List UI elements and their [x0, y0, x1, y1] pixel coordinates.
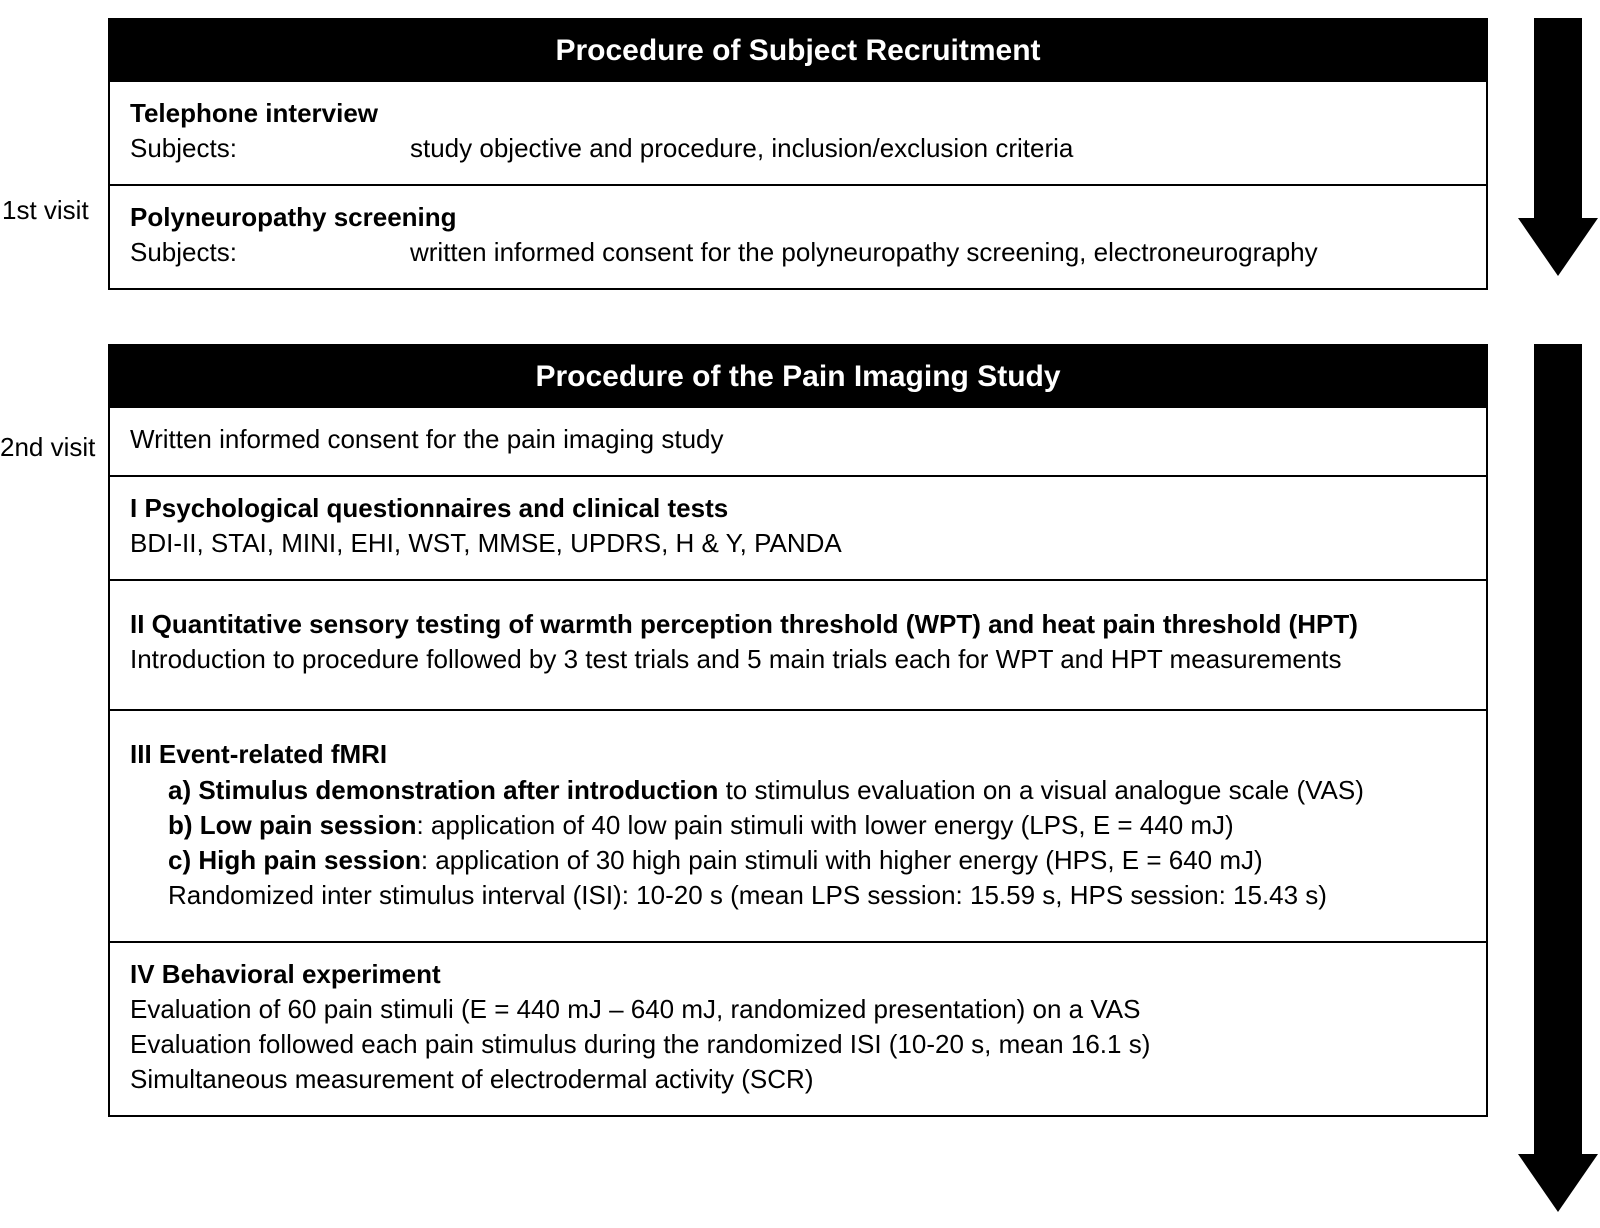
section-recruitment-boxes: Telephone interview Subjects: study obje…: [108, 82, 1488, 290]
box-text-3: Simultaneous measurement of electroderma…: [130, 1062, 1466, 1097]
fmri-c-rest: : application of 30 high pain stimuli wi…: [421, 845, 1263, 875]
box-text: Introduction to procedure followed by 3 …: [130, 642, 1466, 677]
box-heading: IV Behavioral experiment: [130, 957, 1466, 992]
page-root: Procedure of Subject Recruitment Telepho…: [0, 0, 1600, 18]
box-psych-questionnaires: I Psychological questionnaires and clini…: [110, 475, 1486, 579]
box-polyneuropathy-screening: Polyneuropathy screening Subjects: writt…: [110, 184, 1486, 288]
section-pain-imaging: Procedure of the Pain Imaging Study Writ…: [108, 344, 1488, 1117]
fmri-item-a: a) Stimulus demonstration after introduc…: [130, 773, 1466, 808]
arrow-bottom: [1518, 344, 1598, 1212]
fmri-a-rest: to stimulus evaluation on a visual analo…: [718, 775, 1364, 805]
box-heading: Polyneuropathy screening: [130, 200, 1466, 235]
section-pain-imaging-boxes: Written informed consent for the pain im…: [108, 408, 1488, 1117]
section-recruitment-header: Procedure of Subject Recruitment: [108, 18, 1488, 82]
fmri-b-rest: : application of 40 low pain stimuli wit…: [416, 810, 1233, 840]
subjects-value: study objective and procedure, inclusion…: [410, 131, 1466, 166]
box-heading: Telephone interview: [130, 96, 1466, 131]
box-heading: I Psychological questionnaires and clini…: [130, 491, 1466, 526]
subjects-value: written informed consent for the polyneu…: [410, 235, 1466, 270]
box-heading: II Quantitative sensory testing of warmt…: [130, 607, 1466, 642]
box-text: BDI-II, STAI, MINI, EHI, WST, MMSE, UPDR…: [130, 526, 1466, 561]
box-text: Written informed consent for the pain im…: [130, 422, 1466, 457]
section-recruitment: Procedure of Subject Recruitment Telepho…: [108, 18, 1488, 290]
box-heading: III Event-related fMRI: [130, 737, 1466, 772]
fmri-b-bold: b) Low pain session: [168, 810, 416, 840]
subjects-key: Subjects:: [130, 131, 410, 166]
box-consent: Written informed consent for the pain im…: [110, 408, 1486, 475]
box-text-1: Evaluation of 60 pain stimuli (E = 440 m…: [130, 992, 1466, 1027]
fmri-item-b: b) Low pain session: application of 40 l…: [130, 808, 1466, 843]
arrow-top: [1518, 18, 1598, 276]
section-pain-imaging-header: Procedure of the Pain Imaging Study: [108, 344, 1488, 408]
box-qst: II Quantitative sensory testing of warmt…: [110, 579, 1486, 709]
fmri-a-bold: a) Stimulus demonstration after introduc…: [168, 775, 718, 805]
visit-label-1: 1st visit: [2, 195, 89, 226]
fmri-item-c: c) High pain session: application of 30 …: [130, 843, 1466, 878]
visit-label-2: 2nd visit: [0, 432, 95, 463]
subjects-key: Subjects:: [130, 235, 410, 270]
box-text-2: Evaluation followed each pain stimulus d…: [130, 1027, 1466, 1062]
box-behavioral: IV Behavioral experiment Evaluation of 6…: [110, 941, 1486, 1115]
box-telephone-interview: Telephone interview Subjects: study obje…: [110, 82, 1486, 184]
fmri-isi: Randomized inter stimulus interval (ISI)…: [130, 878, 1466, 913]
box-fmri: III Event-related fMRI a) Stimulus demon…: [110, 709, 1486, 940]
fmri-c-bold: c) High pain session: [168, 845, 421, 875]
